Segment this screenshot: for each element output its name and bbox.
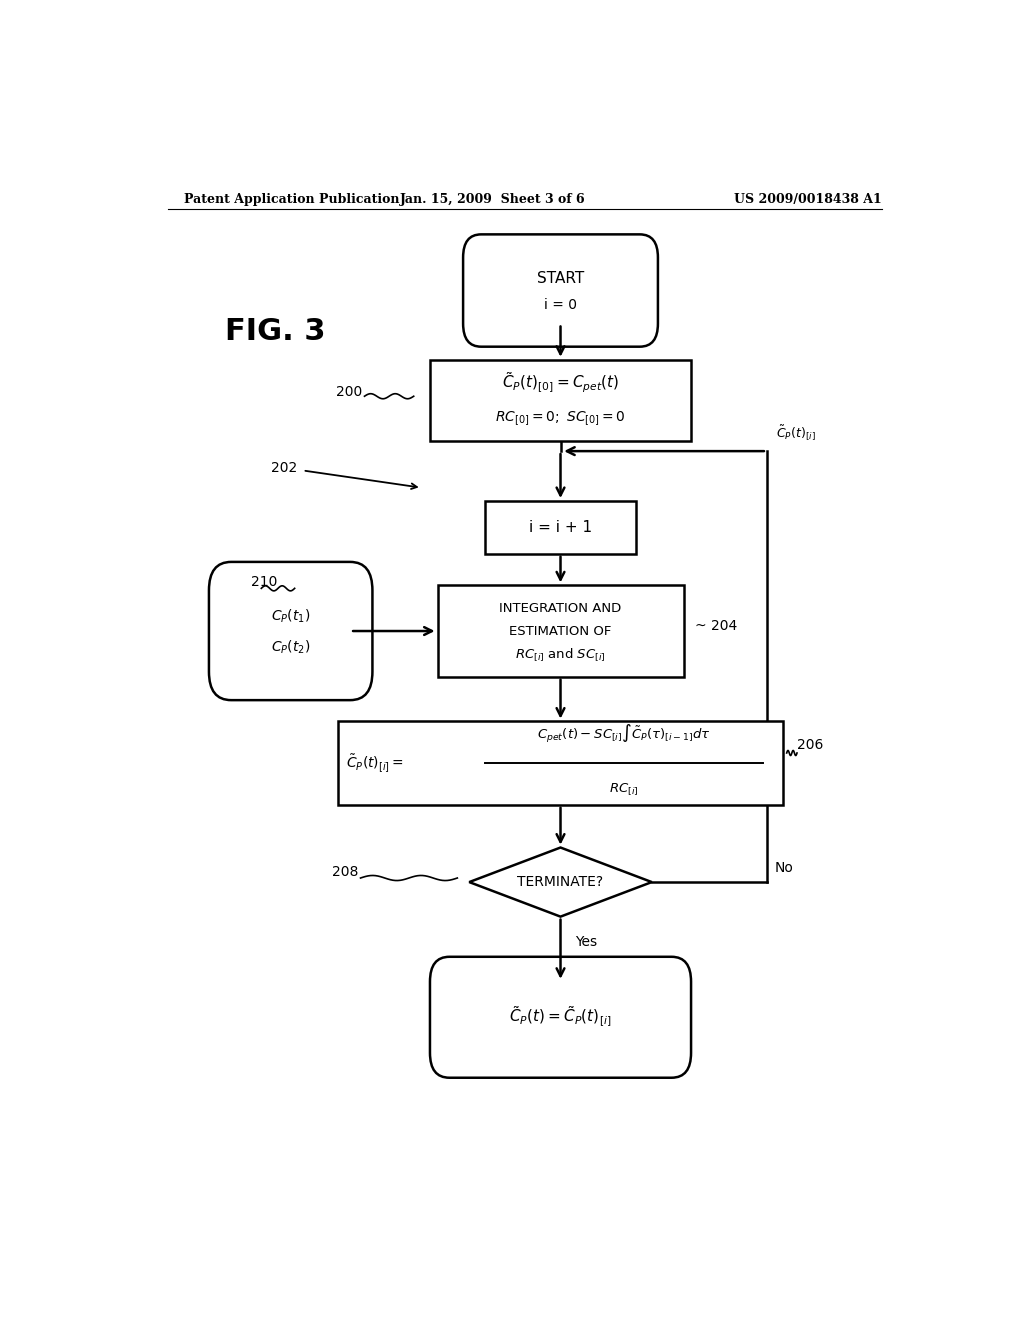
Text: $RC_{[i]}$: $RC_{[i]}$ — [609, 781, 639, 797]
FancyBboxPatch shape — [463, 235, 658, 347]
Text: ESTIMATION OF: ESTIMATION OF — [509, 624, 611, 638]
Text: $\tilde{C}_{P}(t)_{[0]} = C_{pet}(t)$: $\tilde{C}_{P}(t)_{[0]} = C_{pet}(t)$ — [502, 371, 620, 395]
Text: $RC_{[0]} = 0;\ SC_{[0]} = 0$: $RC_{[0]} = 0;\ SC_{[0]} = 0$ — [496, 409, 626, 428]
Bar — [437, 585, 684, 677]
Text: INTEGRATION AND: INTEGRATION AND — [500, 602, 622, 615]
Text: 210: 210 — [251, 576, 278, 589]
Text: $\tilde{C}_{P}(t) = \tilde{C}_{P}(t)_{[i]}$: $\tilde{C}_{P}(t) = \tilde{C}_{P}(t)_{[i… — [509, 1005, 611, 1030]
Text: $\tilde{C}_{P}(t)_{[i]}$: $\tilde{C}_{P}(t)_{[i]}$ — [776, 424, 816, 444]
FancyBboxPatch shape — [209, 562, 373, 700]
Text: US 2009/0018438 A1: US 2009/0018438 A1 — [734, 193, 882, 206]
Text: 200: 200 — [336, 385, 362, 399]
Text: FIG. 3: FIG. 3 — [224, 317, 325, 346]
Text: $\tilde{C}_{P}(t)_{[i]}=$: $\tilde{C}_{P}(t)_{[i]}=$ — [346, 752, 404, 774]
Text: $C_P(t_2)$: $C_P(t_2)$ — [271, 639, 310, 656]
Bar — [485, 500, 636, 554]
Text: Patent Application Publication: Patent Application Publication — [183, 193, 399, 206]
Text: No: No — [775, 861, 794, 875]
Text: $C_P(t_1)$: $C_P(t_1)$ — [271, 609, 310, 626]
Bar — [338, 722, 782, 805]
Text: $C_{pet}(t) - SC_{[i]}\int\tilde{C}_{P}(\tau)_{[i-1]}d\tau$: $C_{pet}(t) - SC_{[i]}\int\tilde{C}_{P}(… — [537, 723, 711, 744]
Text: 208: 208 — [332, 865, 358, 879]
Text: i = i + 1: i = i + 1 — [529, 520, 592, 535]
Text: Jan. 15, 2009  Sheet 3 of 6: Jan. 15, 2009 Sheet 3 of 6 — [400, 193, 586, 206]
Text: TERMINATE?: TERMINATE? — [517, 875, 603, 890]
Text: 202: 202 — [270, 462, 297, 475]
Text: START: START — [537, 271, 584, 286]
Text: Yes: Yes — [574, 935, 597, 949]
Text: i = 0: i = 0 — [544, 298, 577, 312]
FancyBboxPatch shape — [430, 957, 691, 1077]
Text: 206: 206 — [797, 738, 823, 752]
Text: $RC_{[i]}$ and $SC_{[i]}$: $RC_{[i]}$ and $SC_{[i]}$ — [515, 647, 606, 664]
Bar — [430, 359, 691, 441]
Text: ~ 204: ~ 204 — [695, 619, 737, 634]
Polygon shape — [469, 847, 652, 916]
